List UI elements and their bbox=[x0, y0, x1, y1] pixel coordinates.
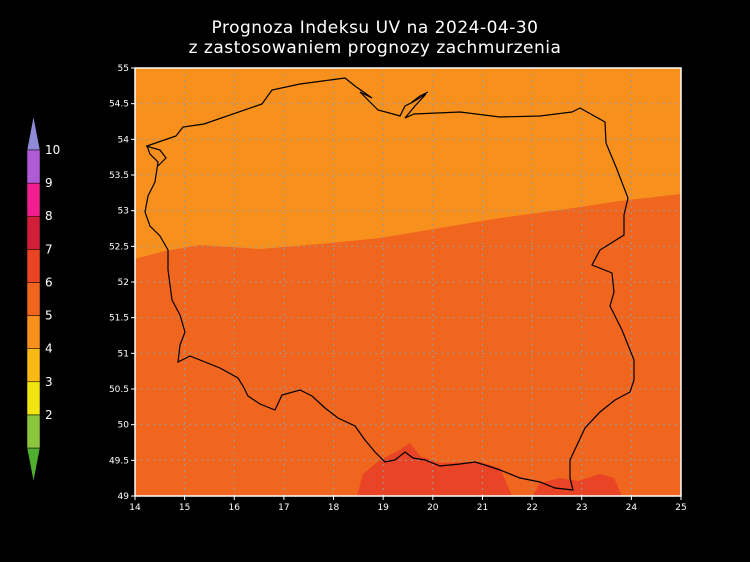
legend-arrow-low bbox=[26, 447, 41, 483]
y-tick-label: 54 bbox=[118, 135, 130, 145]
legend-label: 9 bbox=[45, 176, 53, 190]
y-tick-label: 49.5 bbox=[109, 456, 129, 466]
x-tick-label: 18 bbox=[328, 503, 340, 513]
legend-swatch bbox=[26, 149, 41, 184]
poland-border bbox=[144, 77, 635, 491]
longitude-axis: 14 15 16 17 18 19 20 21 22 23 24 25 bbox=[129, 496, 687, 513]
latitude-axis: 49 49.5 50 50.5 51 51.5 52 52.5 53 53.5 54 54.5 55 bbox=[109, 64, 135, 502]
legend-label: 3 bbox=[45, 375, 53, 389]
x-tick-label: 25 bbox=[675, 503, 686, 513]
x-tick-label: 15 bbox=[179, 503, 190, 513]
x-tick-label: 24 bbox=[626, 503, 638, 513]
map-title: Prognoza Indeksu UV na 2024-04-30 bbox=[211, 18, 539, 38]
legend-swatch bbox=[26, 315, 41, 349]
x-tick-label: 19 bbox=[377, 503, 389, 513]
legend-label: 6 bbox=[45, 275, 53, 289]
uv-zone-6 bbox=[135, 194, 681, 496]
map-subtitle: z zastosowaniem prognozy zachmurzenia bbox=[188, 38, 562, 58]
x-tick-label: 16 bbox=[229, 503, 241, 513]
legend-label: 7 bbox=[45, 242, 53, 256]
y-tick-label: 54.5 bbox=[109, 100, 129, 110]
x-tick-label: 14 bbox=[129, 503, 141, 513]
legend-label: 5 bbox=[45, 309, 53, 323]
y-tick-label: 53.5 bbox=[109, 171, 129, 181]
legend-swatch bbox=[26, 249, 41, 283]
y-tick-label: 49 bbox=[118, 492, 130, 502]
y-tick-label: 55 bbox=[118, 64, 129, 74]
y-tick-label: 50 bbox=[118, 421, 130, 431]
legend-label: 10 bbox=[45, 143, 60, 157]
x-tick-label: 21 bbox=[477, 503, 488, 513]
legend-label: 8 bbox=[45, 209, 53, 223]
x-tick-label: 17 bbox=[278, 503, 289, 513]
x-tick-label: 20 bbox=[427, 503, 439, 513]
graticule-grid bbox=[135, 68, 681, 496]
y-tick-label: 51 bbox=[118, 349, 129, 359]
x-tick-label: 22 bbox=[526, 503, 537, 513]
legend-swatch bbox=[26, 381, 41, 416]
vistula-lagoon-line bbox=[145, 91, 429, 167]
y-tick-label: 51.5 bbox=[109, 314, 129, 324]
y-tick-label: 52 bbox=[118, 278, 129, 288]
legend-label: 4 bbox=[45, 342, 53, 356]
uv-zone-7-west bbox=[357, 443, 512, 496]
y-tick-label: 50.5 bbox=[109, 385, 129, 395]
legend-arrow-high bbox=[26, 115, 41, 151]
legend-swatch bbox=[26, 182, 41, 217]
y-tick-label: 52.5 bbox=[109, 242, 129, 252]
legend-swatch bbox=[26, 348, 41, 383]
x-tick-label: 23 bbox=[576, 503, 587, 513]
legend-label: 2 bbox=[45, 408, 53, 422]
legend-swatch bbox=[26, 215, 41, 250]
legend-swatch bbox=[26, 282, 41, 316]
y-tick-label: 53 bbox=[118, 207, 129, 217]
uv-zone-7-east bbox=[533, 474, 622, 496]
legend-swatch bbox=[26, 414, 41, 449]
